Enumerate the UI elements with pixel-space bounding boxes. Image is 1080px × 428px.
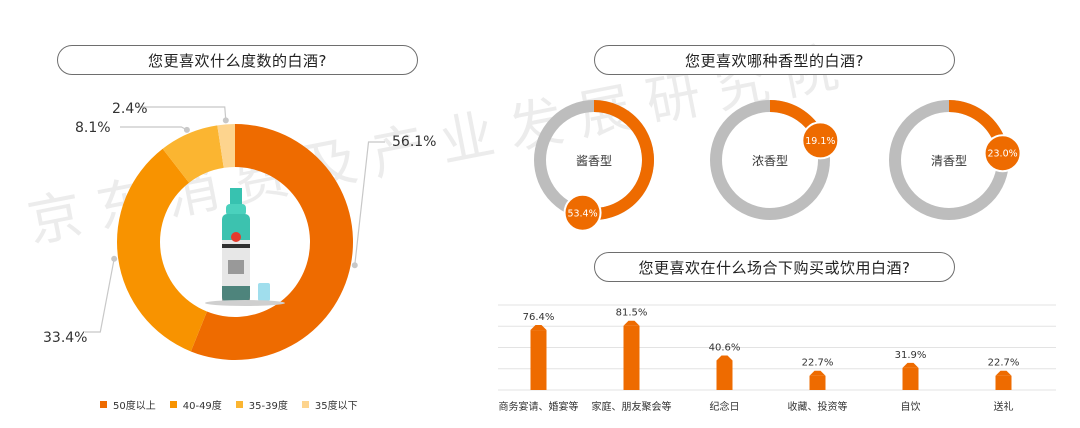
donut-slice-3 (162, 125, 224, 183)
bar-cap (902, 362, 919, 368)
bar-cap (623, 320, 640, 326)
leader-line (85, 258, 115, 333)
slice-value-label-40-49: 33.4% (43, 330, 88, 346)
ring-label: 酱香型 (576, 153, 612, 168)
bar-category-label: 纪念日 (710, 400, 740, 413)
leader-line (120, 126, 188, 131)
occasion-bar-chart: 76.4% 商务宴请、婚宴等 81.5% 家庭、朋友聚会等 40.6% 纪念日 22.7% 收… (498, 304, 1056, 413)
liquor-bottle-icon (205, 188, 285, 306)
bar-category-label: 收藏、投资等 (788, 400, 848, 413)
ring-value-label: 23.0% (987, 149, 1017, 160)
slice-value-label-under35: 2.4% (112, 101, 148, 117)
bar-cap (716, 355, 733, 361)
bar-value-label: 40.6% (709, 342, 741, 353)
legend-item: 40-49度 (169, 397, 222, 412)
bar-category-label: 家庭、朋友聚会等 (592, 400, 672, 413)
legend-item: 35-39度 (235, 397, 288, 412)
legend-item: 35度以下 (301, 397, 358, 412)
ring-value-label: 53.4% (567, 208, 597, 219)
ring-label: 清香型 (931, 154, 967, 168)
bar-cap (530, 325, 547, 331)
bar (530, 330, 547, 390)
ring-value-badge (801, 121, 840, 160)
bar-value-label: 22.7% (988, 358, 1020, 369)
bar-cap (809, 370, 826, 376)
legend-swatch (301, 401, 309, 408)
donut-slice-1 (190, 124, 353, 360)
bar-value-label: 31.9% (895, 350, 927, 361)
ring-value-arc (581, 100, 654, 220)
legend-label: 35度以下 (314, 401, 358, 412)
ring-value-label: 19.1% (805, 136, 835, 147)
bar-category-label: 商务宴请、婚宴等 (499, 400, 579, 413)
bar-value-label: 22.7% (802, 358, 834, 369)
leader-dot (222, 117, 229, 124)
leader-line (354, 141, 385, 266)
slice-value-label-35-39: 8.1% (75, 120, 111, 136)
aroma-chart-title: 您更喜欢哪种香型的白酒? (594, 45, 955, 75)
bar-category-label: 送礼 (994, 400, 1014, 413)
legend-label: 40-49度 (182, 401, 222, 412)
legend-swatch (169, 401, 177, 408)
bar-value-label: 76.4% (523, 312, 555, 323)
donut-slice-4 (217, 124, 235, 168)
slice-value-label-50plus: 56.1% (392, 134, 437, 150)
ring-value-badge (563, 193, 602, 232)
bar-cap (995, 370, 1012, 376)
degree-chart-title: 您更喜欢什么度数的白酒? (57, 45, 418, 75)
degree-legend: 50度以上 40-49度 35-39度 35度以下 (100, 397, 358, 412)
bar (902, 367, 919, 390)
ring-value-badge (983, 134, 1022, 173)
legend-swatch (100, 401, 107, 408)
legend-label: 35-39度 (248, 401, 288, 412)
ring-label: 浓香型 (752, 154, 788, 168)
degree-donut-chart (85, 106, 385, 360)
aroma-ring-charts: 酱香型 53.4% 浓香型 19.1% 清香型 23.0% (534, 100, 1022, 232)
legend-item: 50度以上 (100, 397, 156, 412)
bar (809, 375, 826, 390)
bar (716, 360, 733, 390)
legend-swatch (235, 401, 243, 408)
bar-value-label: 81.5% (616, 308, 648, 319)
legend-label: 50度以上 (113, 401, 156, 412)
occasion-chart-title: 您更喜欢在什么场合下购买或饮用白酒? (594, 252, 955, 282)
leader-line (135, 106, 227, 121)
bar (623, 325, 640, 390)
donut-slice-2 (116, 148, 207, 352)
bar-category-label: 自饮 (901, 400, 921, 413)
bar (995, 375, 1012, 390)
